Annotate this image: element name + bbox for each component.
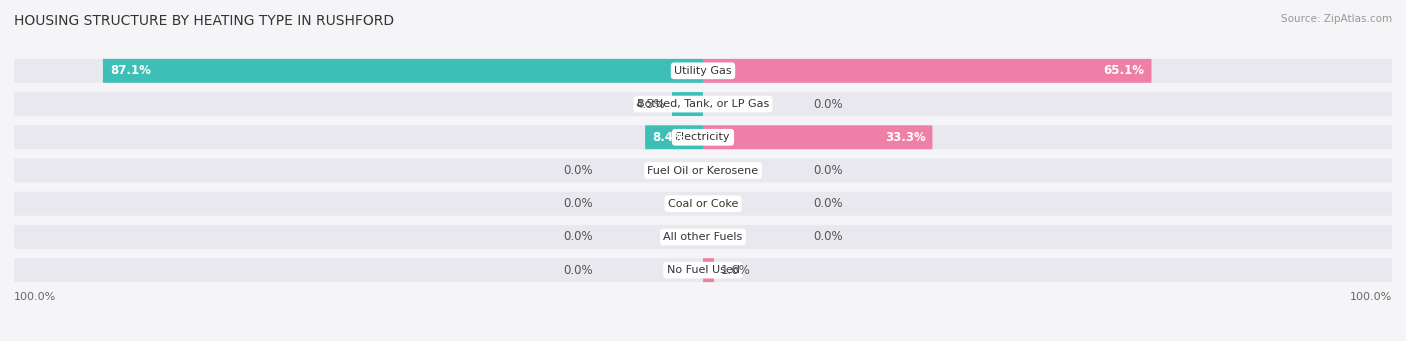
Text: All other Fuels: All other Fuels	[664, 232, 742, 242]
Text: 0.0%: 0.0%	[564, 164, 593, 177]
Text: 65.1%: 65.1%	[1104, 64, 1144, 77]
FancyBboxPatch shape	[14, 258, 1392, 282]
Text: 0.0%: 0.0%	[813, 164, 842, 177]
Text: 87.1%: 87.1%	[110, 64, 150, 77]
Text: 0.0%: 0.0%	[813, 231, 842, 243]
Text: 4.5%: 4.5%	[636, 98, 665, 110]
FancyBboxPatch shape	[14, 92, 1392, 116]
FancyBboxPatch shape	[14, 59, 1392, 83]
Text: No Fuel Used: No Fuel Used	[666, 265, 740, 275]
FancyBboxPatch shape	[103, 59, 703, 83]
Text: 0.0%: 0.0%	[564, 197, 593, 210]
FancyBboxPatch shape	[703, 125, 932, 149]
Text: 0.0%: 0.0%	[813, 98, 842, 110]
Text: Coal or Coke: Coal or Coke	[668, 199, 738, 209]
FancyBboxPatch shape	[14, 159, 1392, 182]
Text: 33.3%: 33.3%	[884, 131, 925, 144]
Text: 0.0%: 0.0%	[564, 264, 593, 277]
FancyBboxPatch shape	[703, 258, 714, 282]
Text: 0.0%: 0.0%	[813, 197, 842, 210]
Text: 100.0%: 100.0%	[14, 293, 56, 302]
Text: HOUSING STRUCTURE BY HEATING TYPE IN RUSHFORD: HOUSING STRUCTURE BY HEATING TYPE IN RUS…	[14, 14, 394, 28]
Text: 8.4%: 8.4%	[652, 131, 685, 144]
Text: Utility Gas: Utility Gas	[675, 66, 731, 76]
FancyBboxPatch shape	[672, 92, 703, 116]
Text: Electricity: Electricity	[675, 132, 731, 142]
FancyBboxPatch shape	[645, 125, 703, 149]
FancyBboxPatch shape	[14, 125, 1392, 149]
Text: Source: ZipAtlas.com: Source: ZipAtlas.com	[1281, 14, 1392, 24]
FancyBboxPatch shape	[14, 192, 1392, 216]
Text: Bottled, Tank, or LP Gas: Bottled, Tank, or LP Gas	[637, 99, 769, 109]
Text: 0.0%: 0.0%	[564, 231, 593, 243]
Text: 1.6%: 1.6%	[721, 264, 751, 277]
Text: 100.0%: 100.0%	[1350, 293, 1392, 302]
FancyBboxPatch shape	[703, 59, 1152, 83]
Text: Fuel Oil or Kerosene: Fuel Oil or Kerosene	[647, 165, 759, 176]
FancyBboxPatch shape	[14, 225, 1392, 249]
